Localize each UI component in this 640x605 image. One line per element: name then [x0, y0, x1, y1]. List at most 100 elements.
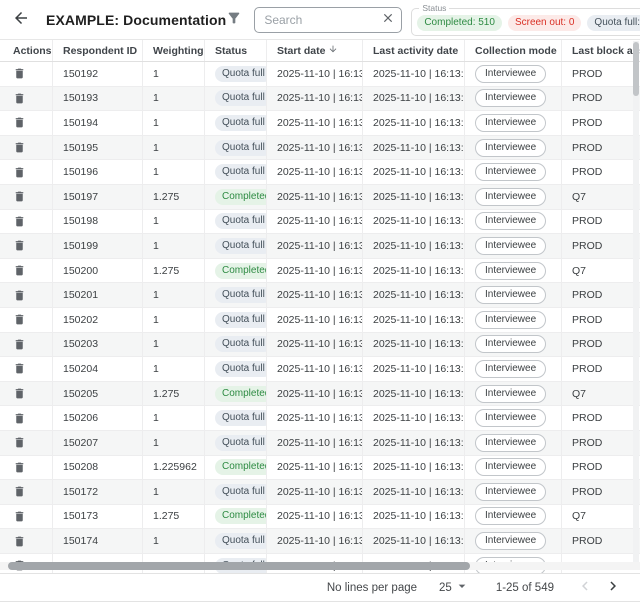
table-row[interactable]: 150174 1 Quota full 2025-11-10 | 16:13:5… — [0, 529, 640, 554]
delete-row-button[interactable] — [13, 485, 26, 498]
screen-out-chip[interactable]: Screen out: 0 — [507, 14, 582, 31]
table-row[interactable]: 150173 1.275 Completed 2025-11-10 | 16:1… — [0, 504, 640, 530]
delete-row-button[interactable] — [13, 141, 26, 154]
delete-row-button[interactable] — [13, 190, 26, 203]
chevron-down-icon — [454, 578, 470, 597]
last-block-cell: PROD — [572, 116, 603, 129]
weighting-cell: 1 — [143, 111, 205, 135]
delete-row-button[interactable] — [13, 166, 26, 179]
delete-row-button[interactable] — [13, 461, 26, 474]
delete-row-button[interactable] — [13, 535, 26, 548]
trash-icon — [13, 535, 26, 548]
horizontal-scrollbar-thumb[interactable] — [8, 562, 470, 570]
clear-search-button[interactable] — [381, 11, 395, 28]
table-row[interactable]: 150200 1.275 Completed 2025-11-10 | 16:1… — [0, 258, 640, 284]
last-block-cell: PROD — [572, 67, 603, 80]
table-row[interactable]: 150194 1 Quota full 2025-11-10 | 16:13:5… — [0, 111, 640, 136]
status-cell: Completed — [205, 381, 267, 406]
column-header-collection-mode[interactable]: Collection mode — [465, 40, 562, 61]
actions-cell — [0, 430, 53, 455]
quota-full-chip[interactable]: Quota full: 37 — [587, 14, 640, 31]
filter-button[interactable] — [226, 10, 242, 29]
collection-mode-badge: Interviewee — [475, 335, 547, 354]
delete-row-button[interactable] — [13, 362, 26, 375]
close-icon — [381, 11, 395, 28]
delete-row-button[interactable] — [13, 92, 26, 105]
table-row[interactable]: 150202 1 Quota full 2025-11-10 | 16:13:5… — [0, 307, 640, 333]
collection-mode-badge: Interviewee — [475, 359, 547, 378]
column-header-respondent-id[interactable]: Respondent ID — [53, 40, 143, 61]
collection-mode-badge: Interviewee — [475, 138, 547, 157]
table-row[interactable]: 150172 1 Quota full 2025-11-10 | 16:13:5… — [0, 480, 640, 505]
table-row[interactable]: 150207 1 Quota full 2025-11-10 | 16:13:5… — [0, 430, 640, 456]
delete-row-button[interactable] — [13, 313, 26, 326]
table-row[interactable]: 150201 1 Quota full 2025-11-10 | 16:13:5… — [0, 283, 640, 308]
weighting-cell: 1.275 — [143, 504, 205, 529]
delete-row-button[interactable] — [13, 67, 26, 80]
table-row[interactable]: 150197 1.275 Completed 2025-11-10 | 16:1… — [0, 184, 640, 210]
delete-row-button[interactable] — [13, 289, 26, 302]
respondent-id-cell: 150174 — [53, 529, 143, 553]
back-button[interactable] — [12, 9, 30, 30]
delete-row-button[interactable] — [13, 412, 26, 425]
weighting-cell: 1 — [143, 307, 205, 332]
start-date-cell: 2025-11-10 | 16:13:53 — [267, 529, 363, 553]
status-badge: Quota full — [215, 533, 266, 550]
last-activity-cell: 2025-11-10 | 16:13:55 — [363, 430, 465, 455]
delete-row-button[interactable] — [13, 510, 26, 523]
table-row[interactable]: 150196 1 Quota full 2025-11-10 | 16:13:5… — [0, 160, 640, 185]
delete-row-button[interactable] — [13, 387, 26, 400]
column-header-weighting[interactable]: Weighting — [143, 40, 205, 61]
table-row[interactable]: 150193 1 Quota full 2025-11-10 | 16:13:5… — [0, 86, 640, 112]
vertical-scrollbar[interactable] — [633, 41, 639, 562]
table-row[interactable]: 150192 1 Quota full 2025-11-10 | 16:13:5… — [0, 62, 640, 87]
table-row[interactable]: 150199 1 Quota full 2025-11-10 | 16:13:5… — [0, 234, 640, 259]
vertical-scrollbar-thumb[interactable] — [633, 42, 639, 96]
table-row[interactable]: 150195 1 Quota full 2025-11-10 | 16:13:5… — [0, 135, 640, 161]
table-row[interactable]: 150198 1 Quota full 2025-11-10 | 16:13:5… — [0, 209, 640, 235]
next-page-button[interactable] — [604, 577, 622, 598]
status-cell: Quota full — [205, 357, 267, 381]
respondent-id-cell: 150205 — [53, 381, 143, 406]
search-input[interactable] — [264, 12, 382, 27]
horizontal-scrollbar[interactable] — [0, 562, 640, 570]
previous-page-button[interactable] — [576, 577, 594, 598]
delete-row-button[interactable] — [13, 436, 26, 449]
status-badge: Completed — [215, 385, 266, 402]
status-cell: Quota full — [205, 332, 267, 357]
table-row[interactable]: 150206 1 Quota full 2025-11-10 | 16:13:5… — [0, 406, 640, 431]
table-row[interactable]: 150204 1 Quota full 2025-11-10 | 16:13:5… — [0, 357, 640, 382]
delete-row-button[interactable] — [13, 215, 26, 228]
start-date-cell: 2025-11-10 | 16:13:53 — [267, 480, 363, 504]
status-cell: Quota full — [205, 62, 267, 86]
column-header-status[interactable]: Status — [205, 40, 267, 61]
column-header-last-activity[interactable]: Last activity date — [363, 40, 465, 61]
last-activity-cell: 2025-11-10 | 16:13:54 — [363, 86, 465, 111]
status-cell: Quota full — [205, 111, 267, 135]
delete-row-button[interactable] — [13, 264, 26, 277]
sort-descending-icon — [328, 44, 338, 57]
status-cell: Quota full — [205, 529, 267, 553]
search-box — [254, 6, 403, 33]
delete-row-button[interactable] — [13, 116, 26, 129]
column-header-last-block[interactable]: Last block answered — [572, 44, 640, 57]
status-badge: Quota full — [215, 360, 266, 377]
trash-icon — [13, 338, 26, 351]
delete-row-button[interactable] — [13, 239, 26, 252]
weighting-cell: 1 — [143, 86, 205, 111]
collection-mode-cell: Interviewee — [465, 357, 562, 381]
table-row[interactable]: 150205 1.275 Completed 2025-11-10 | 16:1… — [0, 381, 640, 407]
completed-chip[interactable]: Completed: 510 — [417, 14, 502, 31]
table-row[interactable]: 150203 1 Quota full 2025-11-10 | 16:13:5… — [0, 332, 640, 358]
column-header-start-date[interactable]: Start date — [267, 40, 363, 61]
last-block-cell: PROD — [572, 412, 603, 425]
status-badge: Quota full — [215, 483, 266, 500]
respondent-id-cell: 150199 — [53, 234, 143, 258]
collection-mode-cell: Interviewee — [465, 283, 562, 307]
collection-mode-badge: Interviewee — [475, 458, 547, 477]
respondent-id-cell: 150208 — [53, 455, 143, 480]
rows-per-page-select[interactable]: 25 — [439, 578, 470, 597]
status-cell: Quota full — [205, 480, 267, 504]
table-row[interactable]: 150208 1.225962 Completed 2025-11-10 | 1… — [0, 455, 640, 481]
delete-row-button[interactable] — [13, 338, 26, 351]
